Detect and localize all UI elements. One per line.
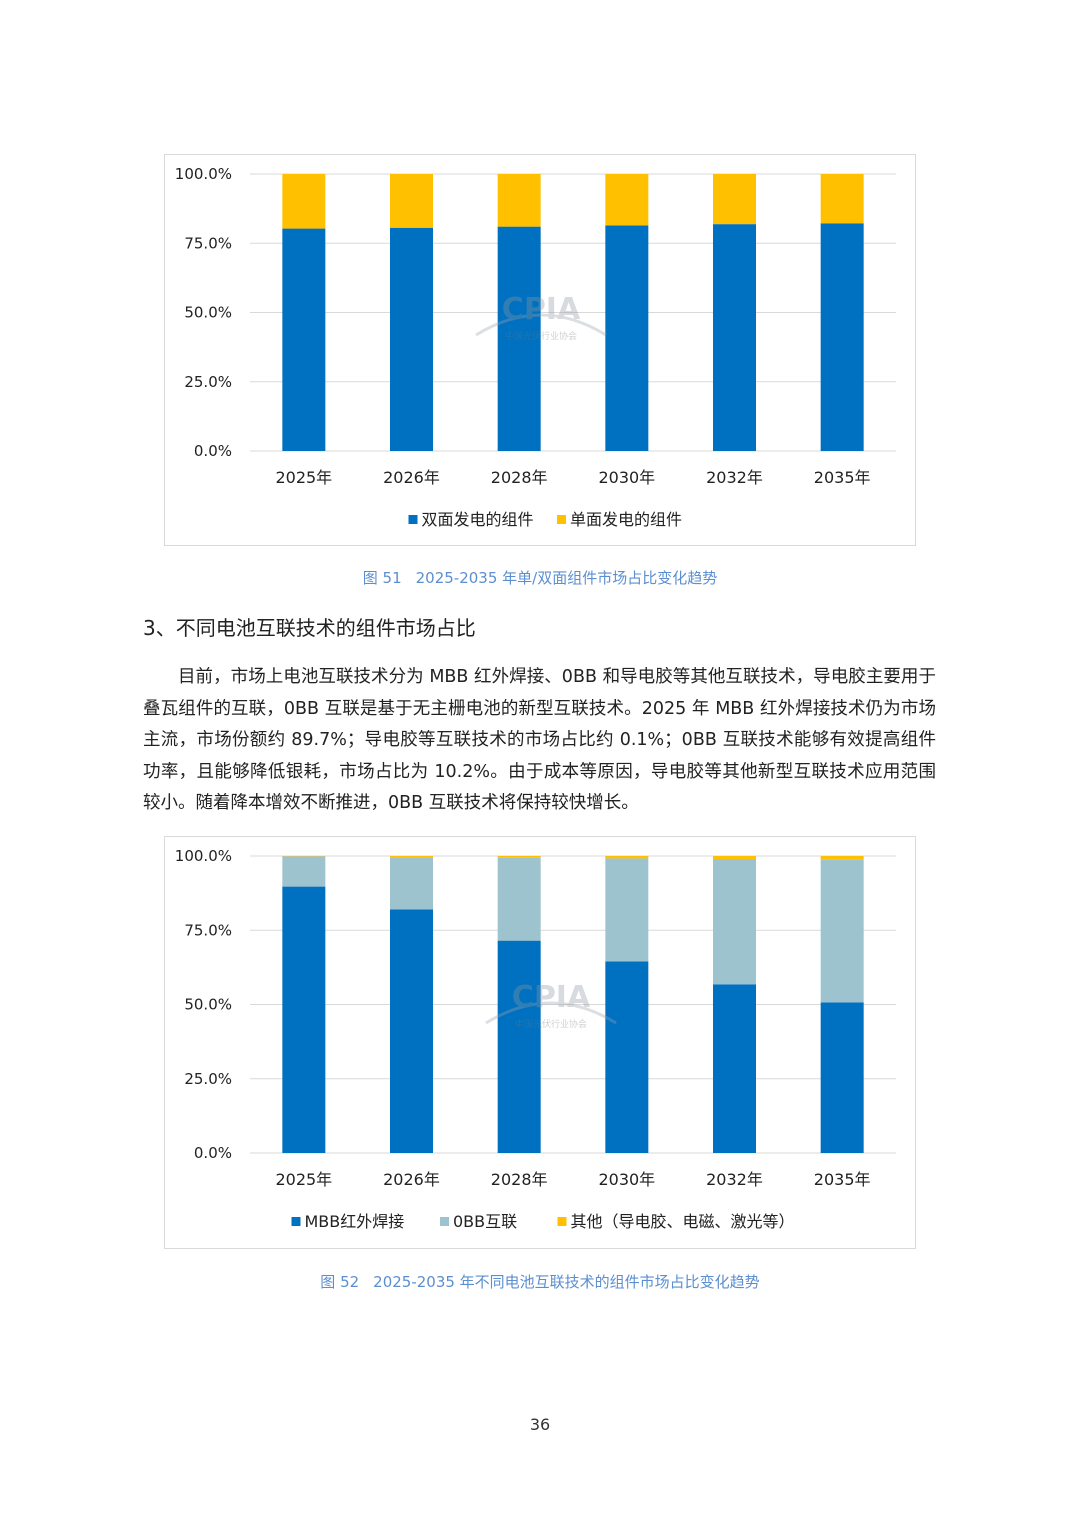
watermark-arc — [475, 313, 607, 337]
figure-caption-text: 2025-2035 年单/双面组件市场占比变化趋势 — [415, 569, 718, 587]
legend-swatch — [408, 515, 418, 524]
legend-swatch — [557, 515, 566, 524]
legend: 双面发电的组件 单面发电的组件 — [408, 510, 682, 529]
legend-swatch — [440, 1217, 449, 1226]
y-tick-label: 0.0% — [194, 1144, 232, 1162]
bar-segment — [820, 859, 864, 1003]
y-tick-label: 25.0% — [184, 373, 232, 391]
watermark-logo-text: CPIA — [512, 980, 591, 1015]
section-heading: 3、不同电池互联技术的组件市场占比 — [143, 616, 476, 640]
figure-caption-text: 2025-2035 年不同电池互联技术的组件市场占比变化趋势 — [373, 1273, 760, 1291]
legend-label: 其他（导电胶、电磁、激光等） — [571, 1212, 795, 1231]
legend-label: 双面发电的组件 — [422, 510, 534, 529]
x-tick-label: 2026年 — [383, 1170, 440, 1189]
legend-label: MBB红外焊接 — [305, 1212, 405, 1231]
y-tick-label: 50.0% — [184, 996, 232, 1014]
body-paragraph: 目前，市场上电池互联技术分为 MBB 红外焊接、0BB 和导电胶等其他互联技术，… — [143, 667, 936, 813]
bar-segment — [282, 228, 326, 451]
figure-number: 图 51 — [362, 569, 402, 587]
x-tick-label: 2035年 — [814, 468, 871, 487]
bar-segment — [605, 856, 649, 859]
bar-segment — [820, 1002, 864, 1153]
y-tick-label: 25.0% — [184, 1070, 232, 1088]
bar-segment — [820, 856, 864, 860]
legend: MBB红外焊接 0BB互联 其他（导电胶、电磁、激光等） — [291, 1212, 795, 1231]
x-tick-label: 2026年 — [383, 468, 440, 487]
bar-segment — [390, 227, 433, 451]
bar-segment — [605, 174, 649, 226]
y-tick-label: 100.0% — [175, 165, 232, 183]
bar-segment — [713, 224, 756, 451]
bar-segment — [713, 856, 756, 859]
bar-segment — [820, 174, 864, 224]
bar-segment — [282, 856, 326, 887]
y-tick-label: 50.0% — [184, 304, 232, 322]
bar-segment — [390, 174, 433, 228]
bar-segment — [605, 225, 649, 451]
bar-segment — [282, 174, 326, 229]
chart-svg: 0.0% 25.0% 50.0% 75.0% 100.0% 2025年 2026年 2028年… — [175, 165, 896, 529]
legend-item: 单面发电的组件 — [557, 510, 682, 529]
cpia-watermark-logo: CPIA 中国光伏行业协会 — [485, 980, 617, 1030]
bar-segment — [497, 940, 541, 1153]
x-tick-label: 2035年 — [814, 1170, 871, 1189]
legend-item: MBB红外焊接 — [291, 1212, 405, 1231]
bar-segment — [282, 886, 326, 1153]
y-tick-label: 75.0% — [184, 234, 232, 252]
bar-segment — [713, 984, 756, 1153]
legend-swatch — [291, 1217, 301, 1226]
y-tick-label: 100.0% — [175, 847, 232, 865]
bar-segment — [713, 174, 756, 225]
legend-label: 0BB互联 — [453, 1212, 517, 1231]
bar-segment — [497, 856, 541, 858]
legend-swatch — [557, 1217, 567, 1226]
watermark-org-text: 中国光伏行业协会 — [515, 1018, 587, 1030]
bar-segment — [820, 223, 864, 451]
x-tick-label: 2030年 — [598, 1170, 655, 1189]
legend-item: 其他（导电胶、电磁、激光等） — [557, 1212, 795, 1231]
figure-number: 图 52 — [320, 1273, 360, 1291]
chart-svg: 0.0% 25.0% 50.0% 75.0% 100.0% 2025年 2026年 2028年… — [175, 847, 896, 1231]
figure-caption: 图 52 2025-2035 年不同电池互联技术的组件市场占比变化趋势 — [0, 1271, 1080, 1292]
x-tick-label: 2028年 — [491, 468, 548, 487]
watermark-arc — [485, 1001, 617, 1025]
bar-segment — [713, 858, 756, 985]
bar-segment — [497, 226, 541, 451]
y-tick-label: 0.0% — [194, 442, 232, 460]
chart-interconnect-tech-share: 0.0% 25.0% 50.0% 75.0% 100.0% 2025年 2026年 2028年… — [164, 836, 916, 1249]
legend-item: 0BB互联 — [440, 1212, 517, 1231]
x-tick-label: 2032年 — [706, 468, 763, 487]
y-tick-label: 75.0% — [184, 921, 232, 939]
bar-segment — [605, 961, 649, 1153]
x-tick-label: 2025年 — [275, 468, 332, 487]
x-tick-label: 2025年 — [275, 1170, 332, 1189]
x-tick-label: 2032年 — [706, 1170, 763, 1189]
bar-segment — [390, 909, 433, 1153]
bar-segment — [605, 858, 649, 962]
bar-segment — [497, 857, 541, 941]
figure-caption: 图 51 2025-2035 年单/双面组件市场占比变化趋势 — [0, 567, 1080, 588]
watermark-logo-text: CPIA — [502, 292, 581, 327]
bar-segment — [390, 856, 433, 858]
x-tick-label: 2030年 — [598, 468, 655, 487]
legend-item: 双面发电的组件 — [408, 510, 534, 529]
chart-single-bifacial-share: 0.0% 25.0% 50.0% 75.0% 100.0% 2025年 2026年 2028年… — [164, 154, 916, 546]
watermark-org-text: 中国光伏行业协会 — [505, 330, 577, 342]
cpia-watermark-logo: CPIA 中国光伏行业协会 — [475, 292, 607, 342]
page-number: 36 — [529, 1415, 551, 1434]
bar-segment — [497, 174, 541, 227]
x-tick-label: 2028年 — [491, 1170, 548, 1189]
legend-label: 单面发电的组件 — [570, 510, 682, 529]
bar-segment — [390, 857, 433, 910]
